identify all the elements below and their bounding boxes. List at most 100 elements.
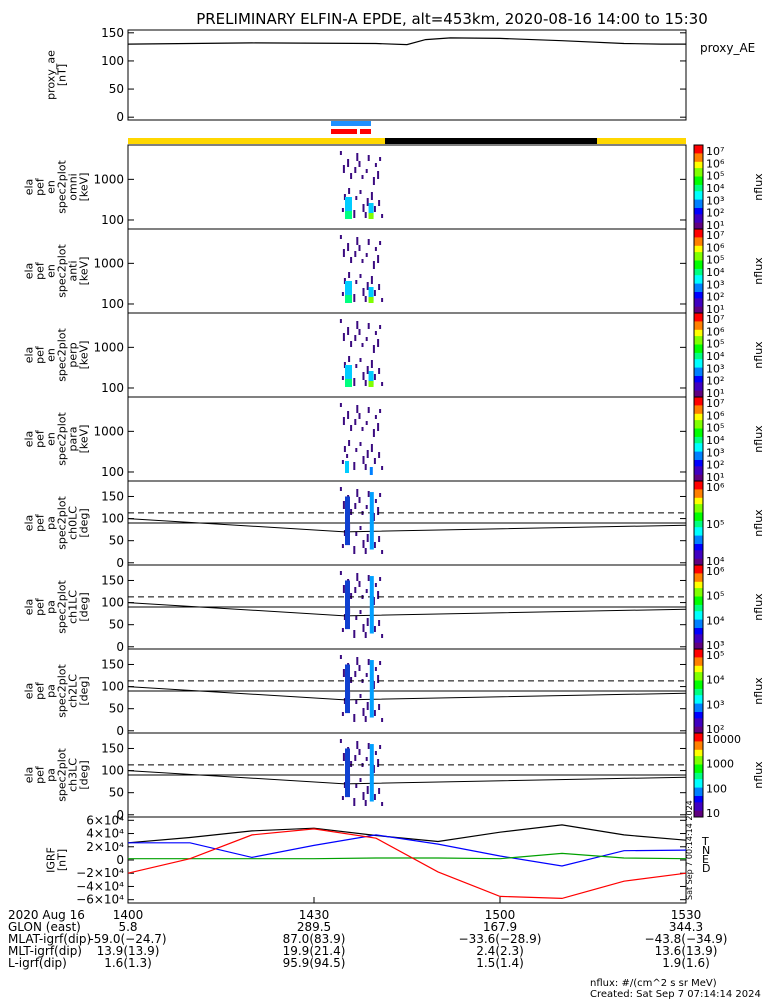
colorbar-cell — [694, 472, 703, 476]
series-line-proxy_AE — [127, 37, 686, 46]
colorbar-cell — [694, 363, 703, 366]
data-cell — [355, 700, 358, 704]
colorbar-cell — [694, 655, 703, 658]
xrow-value: 1.5(1.4) — [476, 956, 524, 970]
colorbar-cell — [694, 313, 703, 316]
data-cell — [379, 661, 382, 665]
data-cell — [347, 243, 350, 251]
colorbar-cell — [694, 691, 703, 694]
colorbar-cell — [694, 161, 703, 165]
colorbar-cell — [694, 638, 703, 642]
data-cell — [350, 173, 353, 179]
data-cell — [358, 161, 361, 167]
data-cell — [361, 343, 364, 347]
colorbar-cell — [694, 672, 703, 675]
data-cell — [353, 210, 356, 218]
colorbar-cell — [694, 569, 703, 572]
ylabel-line: spec2plot — [56, 328, 69, 382]
colorbar-cell — [694, 497, 703, 501]
colorbar-label: nflux — [752, 341, 765, 369]
data-cell — [365, 253, 368, 257]
data-cell — [358, 329, 361, 335]
data-cell — [367, 155, 370, 161]
data-cell — [359, 526, 362, 530]
colorbar-cell — [694, 239, 703, 243]
colorbar-cell — [694, 247, 703, 251]
colorbar-cell — [694, 193, 703, 196]
colorbar-cell — [694, 665, 703, 669]
data-cell — [379, 577, 382, 581]
data-cell — [377, 759, 380, 767]
data-cell — [342, 753, 345, 761]
colorbar-tick: 10⁵ — [706, 170, 724, 183]
colorbar-cell — [694, 688, 703, 692]
colorbar-cell — [694, 804, 703, 807]
colorbar-cell — [694, 245, 703, 249]
data-cell — [355, 784, 358, 788]
data-cell — [365, 337, 368, 341]
colorbar-cell — [694, 191, 703, 194]
ylabel-line: pef — [34, 261, 47, 280]
colorbar-cell — [694, 296, 703, 299]
data-cell — [345, 496, 350, 546]
xrow-value: −43.8(−34.9) — [645, 932, 728, 946]
ylabel-line: pef — [34, 177, 47, 196]
colorbar-cell — [694, 283, 703, 287]
colorbar-cell — [694, 222, 703, 226]
ytick-label: 100 — [101, 512, 124, 526]
colorbar-cell — [694, 527, 703, 530]
colorbar-cell — [694, 556, 703, 560]
data-cell — [342, 249, 345, 257]
data-cell — [341, 712, 344, 716]
colorbar-tick: 10000 — [706, 733, 741, 746]
data-cell — [381, 382, 384, 386]
colorbar-cell — [694, 814, 703, 818]
colorbar-cell — [694, 651, 703, 654]
xrow-label: MLAT-igrf(dip) — [8, 932, 91, 946]
colorbar-cell — [694, 733, 703, 736]
ylabel-line: [deg] — [78, 592, 91, 621]
colorbar-cell — [694, 430, 703, 434]
data-cell — [355, 532, 358, 536]
colorbar-cell — [694, 302, 703, 306]
data-cell — [339, 319, 342, 323]
colorbar-cell — [694, 157, 703, 161]
ylabel-line: spec2plot — [56, 580, 69, 634]
data-cell — [373, 374, 376, 380]
colorbar-label: nflux — [752, 761, 765, 789]
colorbar-cell — [694, 758, 703, 761]
colorbar-cell — [694, 434, 703, 438]
colorbar-cell — [694, 743, 703, 747]
data-cell — [372, 765, 375, 773]
data-cell — [374, 751, 377, 755]
colorbar-cell — [694, 602, 703, 606]
ylabel-line: pa — [45, 768, 58, 782]
colorbar-cell — [694, 529, 703, 532]
colorbar-cell — [694, 523, 703, 526]
colorbar-cell — [694, 632, 703, 635]
ytick-label: 50 — [109, 534, 124, 548]
ylabel-line: spec2plot — [56, 160, 69, 214]
colorbar-cell — [694, 565, 703, 568]
colorbar-cell — [694, 625, 703, 629]
colorbar-cell — [694, 184, 703, 188]
colorbar: 10⁶ 10⁵ 10⁴ 10³ nflux — [693, 564, 765, 652]
ylabel-line: ch3LC — [67, 758, 80, 792]
ytick-label: 100 — [101, 764, 124, 778]
colorbar-cell — [694, 443, 703, 446]
data-cell — [339, 739, 342, 743]
colorbar-cell — [694, 539, 703, 543]
ylabel-line: spec2plot — [56, 496, 69, 550]
colorbar-cell — [694, 699, 703, 702]
colorbar-cell — [694, 399, 703, 402]
data-cell — [374, 247, 377, 251]
data-cell — [368, 381, 374, 387]
data-cell — [378, 788, 381, 794]
ylabel-line: ela — [23, 683, 36, 700]
data-cell — [359, 190, 362, 194]
data-cell — [348, 188, 351, 194]
data-cell — [346, 454, 349, 458]
colorbar-cell — [694, 636, 703, 639]
data-cell — [362, 456, 365, 464]
